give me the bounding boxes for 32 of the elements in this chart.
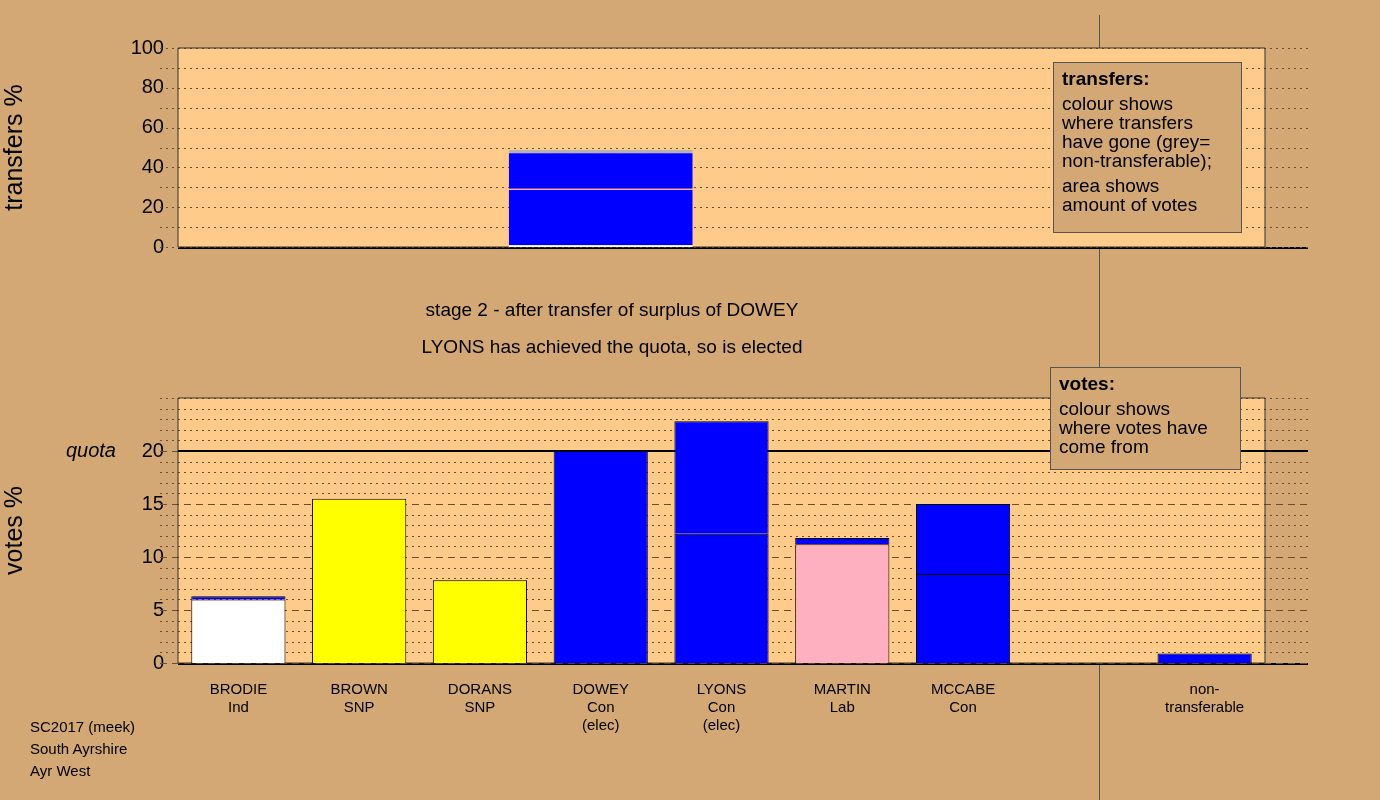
text: South Ayrshire [30,739,129,759]
y-tick-label: 20 [141,438,164,461]
text: SC2017 (meek) [30,717,136,737]
y-tick-label: 10 [141,544,164,567]
annotation: colour shows where transfers have gone (grey= non-transferable); [1062,93,1213,171]
y-tick-label: 0 [152,234,164,257]
y-tick-label: 5 [152,597,164,620]
y-tick-label: 20 [141,194,164,217]
x-tick-label: BROWN SNP [330,680,388,716]
chart-subtitle: LYONS has achieved the quota, so is elected [420,336,804,358]
y-tick-label: 15 [141,491,164,514]
x-tick-label: MCCABE Con [930,680,996,716]
x-tick-label: DORANS SNP [447,680,513,716]
y-axis-title: transfers % [0,84,27,211]
x-tick-label: LYONS Con (elec) [696,680,747,734]
y-axis-title: votes % [0,486,27,575]
y-tick-label: 0 [152,650,164,673]
x-tick-label: non- transferable [1165,680,1245,716]
annotation: area shows amount of votes [1062,175,1199,215]
x-tick-label: DOWEY Con (elec) [572,680,630,734]
ref-line-label: quota [65,438,116,461]
y-tick-label: 40 [141,154,164,177]
text: Ayr West [30,761,92,781]
y-tick-label: 80 [141,75,164,98]
chart-title: stage 2 - after transfer of surplus of DOWEY [424,299,800,321]
text: votes: [1059,373,1116,394]
y-tick-label: 100 [130,35,164,58]
annotation: transfers: [1062,68,1151,89]
annotation: colour shows where votes have come from [1059,398,1209,457]
x-tick-label: MARTIN Lab [813,680,871,716]
x-tick-label: BRODIE Ind [209,680,268,716]
y-tick-label: 60 [141,115,164,138]
